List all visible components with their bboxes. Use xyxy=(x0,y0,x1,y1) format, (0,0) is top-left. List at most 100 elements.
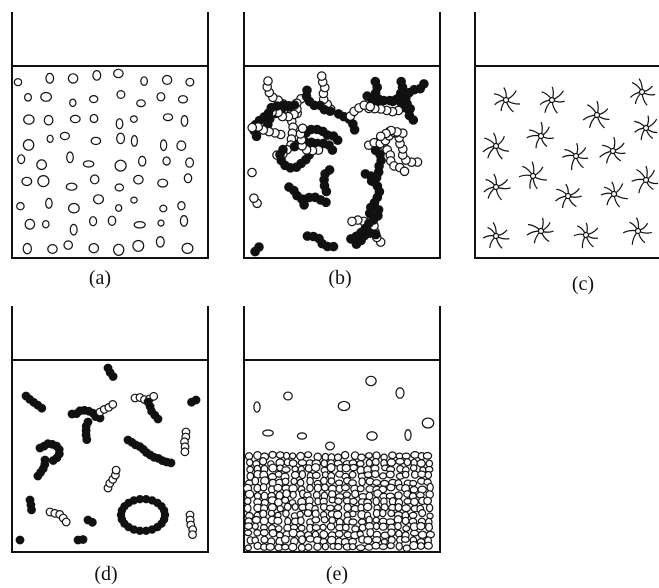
sediment-particle xyxy=(311,471,321,480)
sediment-particle xyxy=(303,509,313,518)
sediment-e xyxy=(243,375,435,553)
droplet xyxy=(67,73,79,84)
droplet xyxy=(65,182,78,191)
droplet xyxy=(114,159,127,172)
sediment-particle xyxy=(253,528,262,537)
droplet xyxy=(24,218,36,230)
chain-bead xyxy=(247,167,257,178)
sediment-particle xyxy=(282,509,290,518)
droplet xyxy=(129,115,138,123)
sediment-particle xyxy=(275,451,285,459)
chain-bead xyxy=(251,131,262,142)
sediment-particle xyxy=(387,528,396,538)
sediment-particle xyxy=(356,460,365,468)
sediment-particle xyxy=(395,542,403,551)
sediment-particle xyxy=(394,521,402,531)
chain-bead xyxy=(375,131,386,142)
sediment-particle xyxy=(386,458,397,467)
droplet xyxy=(92,194,104,205)
star-polymer xyxy=(493,87,521,113)
droplet xyxy=(88,216,98,227)
chain-bead xyxy=(399,166,410,177)
sediment-particle xyxy=(348,470,357,479)
chain-bead xyxy=(247,122,257,133)
star-core xyxy=(492,183,500,191)
droplet xyxy=(17,154,26,165)
sediment-particle xyxy=(348,543,357,551)
aggregate-bead xyxy=(159,506,169,515)
sediment-particle xyxy=(273,483,283,492)
sediment-particle xyxy=(386,542,395,550)
panel-d: (d) xyxy=(11,306,209,585)
chain-bead xyxy=(321,186,332,197)
sediment-particle xyxy=(259,509,268,519)
chain-bead xyxy=(263,76,273,86)
chain-bead xyxy=(278,144,288,155)
sediment-particle xyxy=(410,497,419,507)
star-core xyxy=(572,152,580,160)
beaker-b xyxy=(243,12,441,259)
sediment-particle xyxy=(386,483,396,492)
star-polymer xyxy=(600,181,628,208)
chain-bead xyxy=(289,141,300,152)
chain-bead xyxy=(365,101,375,112)
sediment-particle xyxy=(259,528,269,537)
sediment-particle xyxy=(244,544,253,552)
aggregates-d xyxy=(15,363,201,545)
sediment-particle xyxy=(356,485,365,493)
sediment-particle xyxy=(298,470,307,480)
droplet xyxy=(130,134,138,147)
sediment-particle xyxy=(268,463,278,473)
star-polymer xyxy=(483,173,511,201)
sediment-particle xyxy=(363,471,373,479)
droplet xyxy=(16,201,25,211)
sediment-particle xyxy=(251,522,259,531)
chain-bead xyxy=(297,123,308,134)
droplet xyxy=(67,202,80,214)
sediment-particle xyxy=(356,544,366,552)
droplet xyxy=(185,77,195,87)
chain-bead xyxy=(370,229,381,240)
aggregate-bead xyxy=(166,458,176,468)
sediment-particle xyxy=(423,496,433,506)
sediment-particle xyxy=(313,483,322,493)
droplet xyxy=(116,89,126,99)
aggregate-bead xyxy=(48,456,58,465)
droplet xyxy=(156,92,166,102)
sediment-particle xyxy=(394,503,403,512)
sediment-particle xyxy=(281,543,290,551)
sediment-particle xyxy=(416,521,426,531)
sediment-particle xyxy=(379,508,387,518)
sediment-particle xyxy=(378,522,388,531)
chain-bead xyxy=(364,208,375,219)
droplet xyxy=(116,132,126,145)
star-core xyxy=(537,132,545,140)
sediment-particle xyxy=(340,450,350,460)
sediment-particle xyxy=(288,459,298,468)
star-core xyxy=(593,111,601,119)
sediment-particle xyxy=(280,535,290,544)
droplet xyxy=(283,391,293,401)
sediment-particle xyxy=(371,541,381,550)
droplet xyxy=(130,196,138,204)
droplet xyxy=(162,113,174,122)
droplet xyxy=(337,400,351,412)
sediment-particle xyxy=(326,522,336,531)
sediment-particle xyxy=(288,528,298,538)
sediment-particle xyxy=(372,522,380,531)
aggregate-bead xyxy=(87,517,97,527)
sediment-particle xyxy=(422,451,433,460)
sediment-particle xyxy=(290,470,300,480)
droplet xyxy=(112,243,125,256)
droplet xyxy=(177,95,189,104)
aggregate-bead xyxy=(149,391,159,401)
star-core xyxy=(492,232,500,240)
droplet xyxy=(366,431,378,441)
sediment-particle xyxy=(327,477,336,485)
sediment-particle xyxy=(372,516,381,524)
droplet xyxy=(66,151,74,164)
droplet xyxy=(324,441,336,451)
sediment-particle xyxy=(297,524,306,532)
sediment-particle xyxy=(357,453,366,462)
droplet xyxy=(69,114,81,124)
